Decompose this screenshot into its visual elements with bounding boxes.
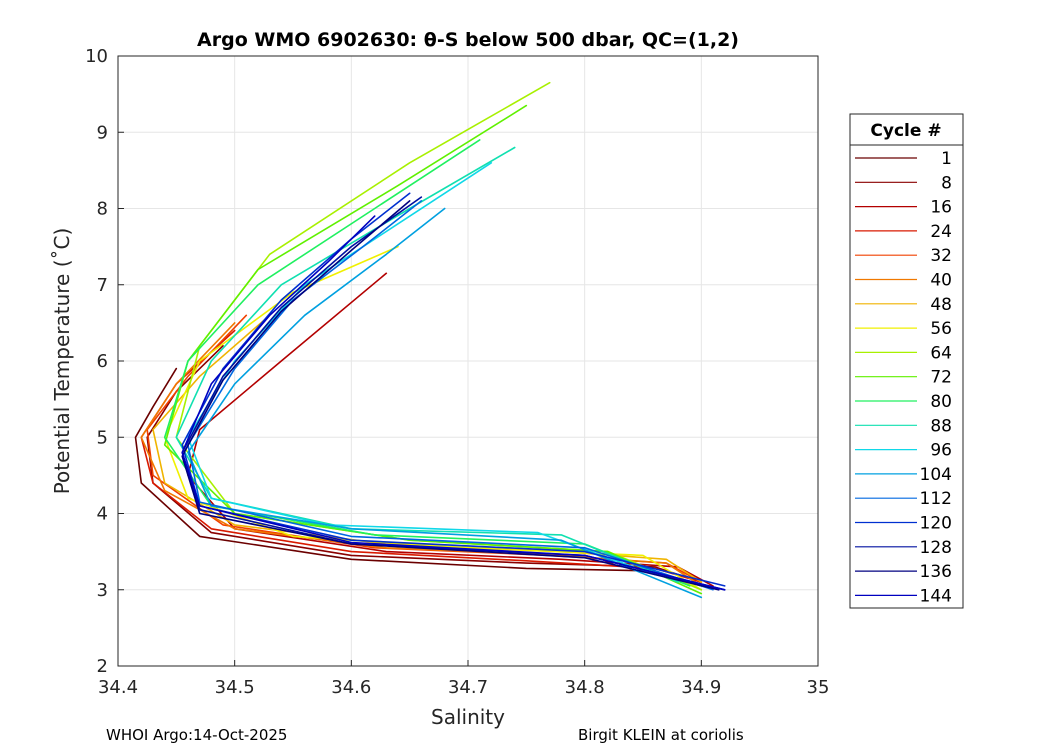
- series-line: [134, 367, 703, 587]
- x-axis-label: Salinity: [431, 705, 505, 729]
- y-tick-label: 2: [97, 656, 108, 677]
- y-tick-label: 5: [97, 427, 108, 448]
- legend-label: 40: [930, 271, 952, 291]
- y-tick-label: 4: [97, 504, 108, 525]
- series-lines: [134, 81, 726, 599]
- legend-label: 8: [941, 173, 952, 193]
- series-line: [163, 139, 691, 587]
- series-line: [181, 200, 720, 591]
- series-line: [175, 146, 679, 583]
- legend-label: 48: [930, 295, 952, 315]
- y-tick-label: 8: [97, 199, 108, 220]
- series-line: [163, 104, 703, 595]
- footer-right: Birgit KLEIN at coriolis: [578, 726, 744, 744]
- legend-label: 112: [920, 489, 952, 509]
- legend-box: [849, 113, 964, 609]
- y-tick-label: 10: [85, 46, 108, 67]
- legend-label: 144: [920, 586, 952, 606]
- legend-label: 24: [930, 222, 952, 242]
- legend-label: 80: [930, 392, 952, 412]
- series-line: [181, 215, 726, 591]
- plot-area: 34.4 34.5 34.6 34.7 34.8 34.9 35 2 3 4 5 6 7 8 9 10: [85, 46, 829, 698]
- legend: Cycle # 1 8 16 24 32 40 48 56 64 72 80 88 96 104 112 12…: [849, 113, 964, 609]
- x-axis-ticks: 34.4 34.5 34.6 34.7 34.8 34.9 35: [98, 660, 829, 698]
- legend-label: 88: [930, 416, 952, 436]
- y-tick-label: 6: [97, 351, 108, 372]
- y-axis-label: Potential Temperature (˚C): [50, 228, 74, 495]
- series-line: [181, 192, 726, 587]
- legend-label: 56: [930, 319, 952, 339]
- footer-left: WHOI Argo:14-Oct-2025: [106, 726, 287, 744]
- legend-title: Cycle #: [870, 121, 941, 141]
- legend-label: 96: [930, 441, 952, 461]
- legend-label: 16: [930, 198, 952, 218]
- legend-label: 72: [930, 368, 952, 388]
- legend-label: 136: [920, 562, 952, 582]
- y-tick-label: 3: [97, 580, 108, 601]
- legend-label: 32: [930, 246, 952, 266]
- series-line: [187, 207, 703, 599]
- legend-entries: 1 8 16 24 32 40 48 56 64 72 80 88 96 104 112 120 128 136 1…: [855, 149, 952, 606]
- x-tick-label: 34.5: [215, 677, 255, 698]
- x-tick-label: 34.8: [565, 677, 605, 698]
- legend-label: 104: [920, 465, 952, 485]
- x-tick-label: 34.7: [448, 677, 488, 698]
- x-tick-label: 35: [807, 677, 830, 698]
- y-tick-label: 7: [97, 275, 108, 296]
- x-tick-label: 34.6: [331, 677, 371, 698]
- series-line: [163, 245, 703, 591]
- chart-title: Argo WMO 6902630: θ-S below 500 dbar, QC…: [197, 29, 739, 51]
- y-axis-ticks: 2 3 4 5 6 7 8 9 10: [85, 46, 124, 677]
- legend-label: 64: [930, 343, 952, 363]
- legend-label: 120: [920, 514, 952, 534]
- y-tick-label: 9: [97, 122, 108, 143]
- x-tick-label: 34.4: [98, 677, 138, 698]
- legend-label: 128: [920, 538, 952, 558]
- legend-label: 1: [941, 149, 952, 169]
- x-tick-label: 34.9: [681, 677, 721, 698]
